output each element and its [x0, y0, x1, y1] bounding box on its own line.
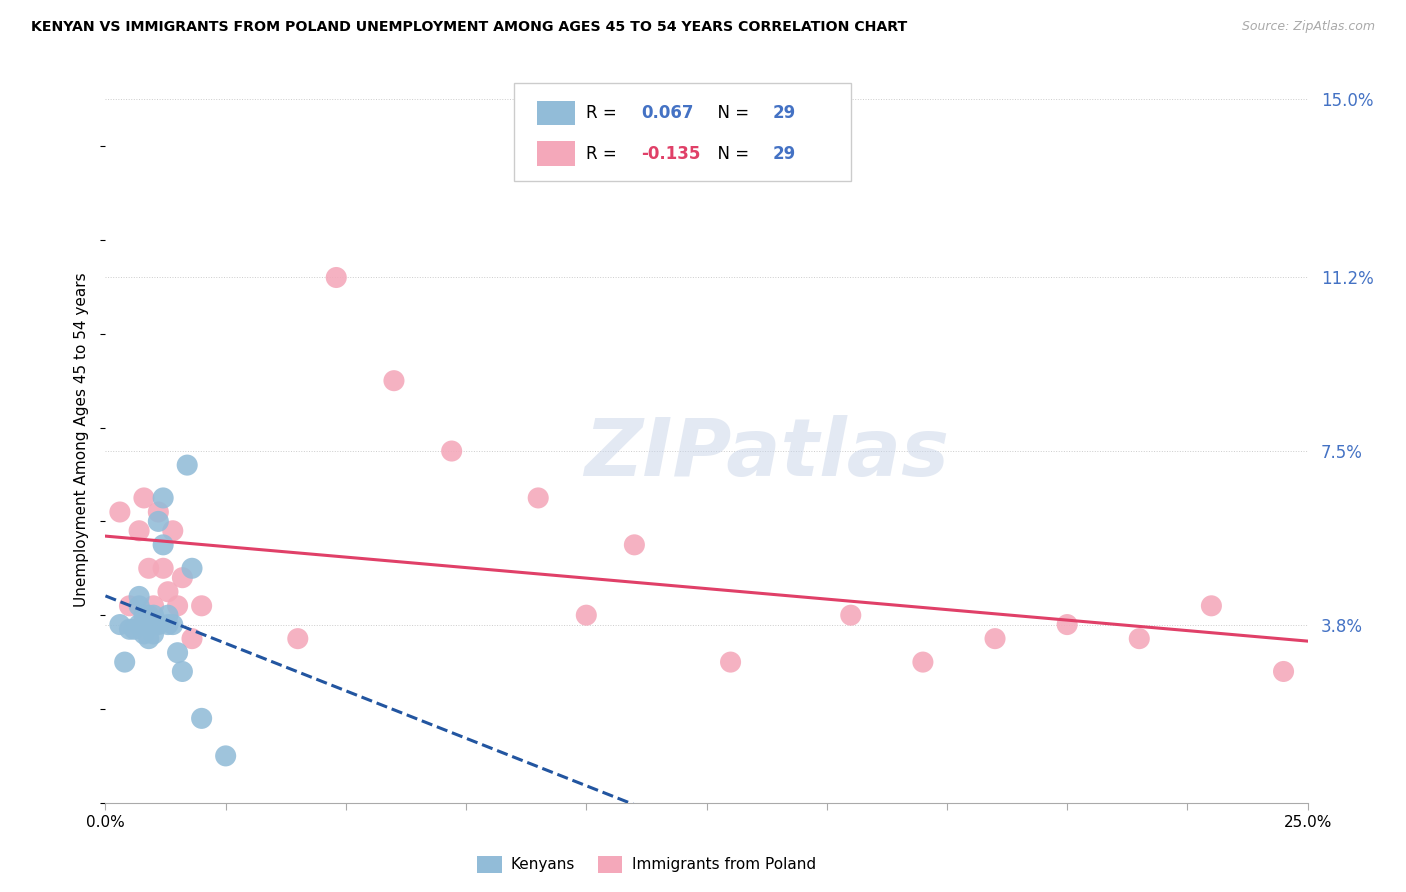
Point	[440, 444, 463, 458]
Point	[108, 505, 131, 519]
Point	[172, 665, 194, 679]
FancyBboxPatch shape	[537, 101, 575, 125]
Point	[132, 627, 155, 641]
Point	[325, 270, 347, 285]
Point	[575, 608, 598, 623]
Point	[1201, 599, 1223, 613]
Point	[132, 608, 155, 623]
FancyBboxPatch shape	[515, 83, 851, 181]
Point	[142, 627, 165, 641]
Text: N =: N =	[707, 103, 754, 122]
Point	[128, 617, 150, 632]
Point	[1056, 617, 1078, 632]
Point	[214, 748, 236, 763]
Point	[156, 608, 179, 623]
Text: KENYAN VS IMMIGRANTS FROM POLAND UNEMPLOYMENT AMONG AGES 45 TO 54 YEARS CORRELAT: KENYAN VS IMMIGRANTS FROM POLAND UNEMPLO…	[31, 20, 907, 34]
Point	[148, 617, 170, 632]
Point	[1128, 632, 1150, 646]
Point	[527, 491, 550, 505]
Point	[984, 632, 1007, 646]
Point	[138, 632, 160, 646]
Point	[839, 608, 862, 623]
Point	[108, 617, 131, 632]
Point	[148, 505, 170, 519]
Point	[1272, 665, 1295, 679]
Point	[142, 617, 165, 632]
Point	[148, 515, 170, 529]
Point	[118, 622, 141, 636]
Point	[623, 538, 645, 552]
Point	[181, 632, 204, 646]
Text: Source: ZipAtlas.com: Source: ZipAtlas.com	[1241, 20, 1375, 33]
Point	[287, 632, 309, 646]
Point	[172, 571, 194, 585]
Point	[142, 599, 165, 613]
Point	[142, 608, 165, 623]
Text: 29: 29	[773, 103, 796, 122]
Point	[152, 561, 174, 575]
Point	[156, 584, 179, 599]
Point	[720, 655, 742, 669]
Y-axis label: Unemployment Among Ages 45 to 54 years: Unemployment Among Ages 45 to 54 years	[75, 272, 90, 607]
Text: N =: N =	[707, 145, 754, 162]
Point	[114, 655, 136, 669]
Point	[162, 617, 184, 632]
Point	[162, 524, 184, 538]
Point	[190, 711, 212, 725]
Point	[138, 561, 160, 575]
Point	[156, 617, 179, 632]
Point	[128, 599, 150, 613]
Point	[138, 608, 160, 623]
Text: 0.067: 0.067	[641, 103, 695, 122]
Point	[166, 646, 188, 660]
Text: R =: R =	[586, 145, 623, 162]
Text: 29: 29	[773, 145, 796, 162]
Point	[152, 491, 174, 505]
Point	[118, 599, 141, 613]
Point	[128, 524, 150, 538]
Point	[911, 655, 934, 669]
FancyBboxPatch shape	[537, 141, 575, 166]
Point	[132, 491, 155, 505]
Point	[382, 374, 405, 388]
Point	[124, 622, 146, 636]
Point	[166, 599, 188, 613]
Point	[132, 617, 155, 632]
Text: -0.135: -0.135	[641, 145, 702, 162]
Text: R =: R =	[586, 103, 623, 122]
Point	[152, 538, 174, 552]
Legend: Kenyans, Immigrants from Poland: Kenyans, Immigrants from Poland	[471, 850, 823, 879]
Point	[138, 617, 160, 632]
Point	[128, 590, 150, 604]
Point	[176, 458, 198, 472]
Point	[190, 599, 212, 613]
Point	[181, 561, 204, 575]
Text: ZIPatlas: ZIPatlas	[583, 415, 949, 493]
